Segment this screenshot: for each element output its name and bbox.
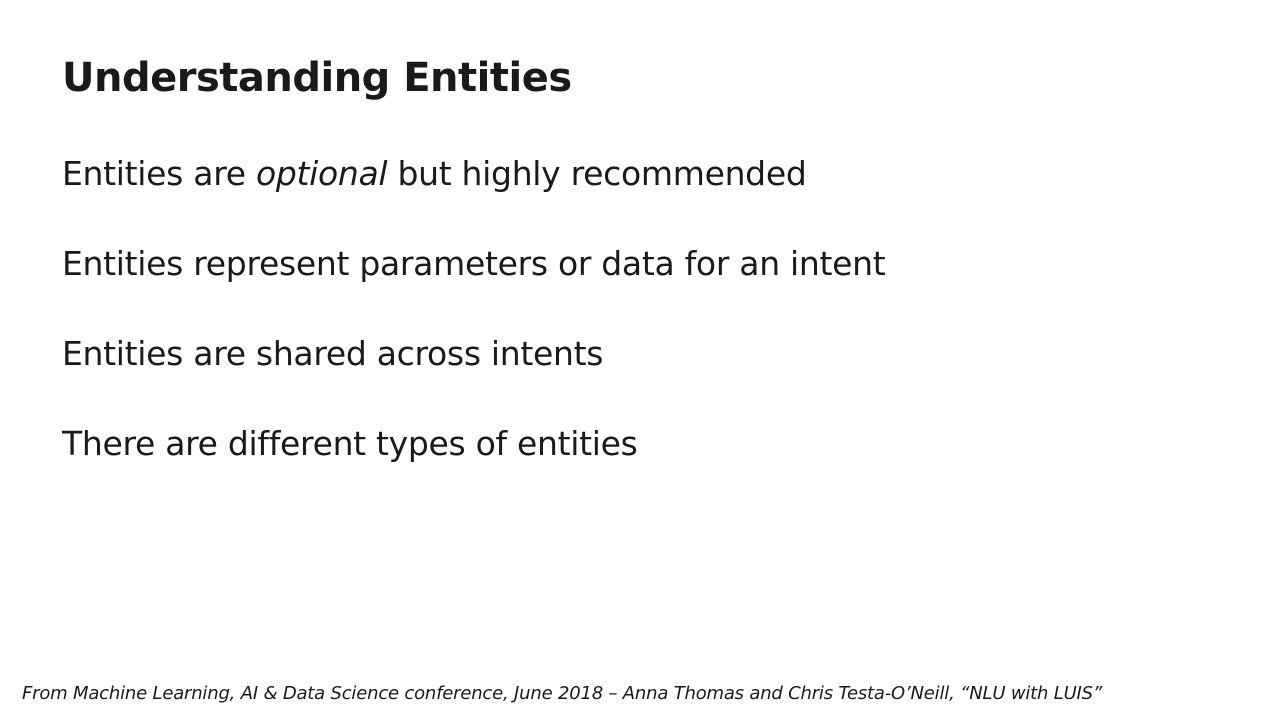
bullet-item-shared: Entities are shared across intents: [62, 334, 604, 373]
bullet-item-optional: Entities are optional but highly recomme…: [62, 150, 885, 198]
bullet-prefix-text: Entities are: [62, 154, 256, 193]
slide-title: Understanding Entities: [62, 55, 572, 101]
bullet-item-types: There are different types of entities: [62, 424, 638, 463]
bullet-suffix-text: but highly recommended: [387, 154, 807, 193]
bullet-list: Entities are optional but highly recomme…: [62, 150, 886, 510]
bullet-item-parameters: Entities represent parameters or data fo…: [62, 244, 886, 283]
bullet-emphasis-text: optional: [255, 154, 388, 193]
source-citation: From Machine Learning, AI & Data Science…: [22, 683, 1103, 704]
